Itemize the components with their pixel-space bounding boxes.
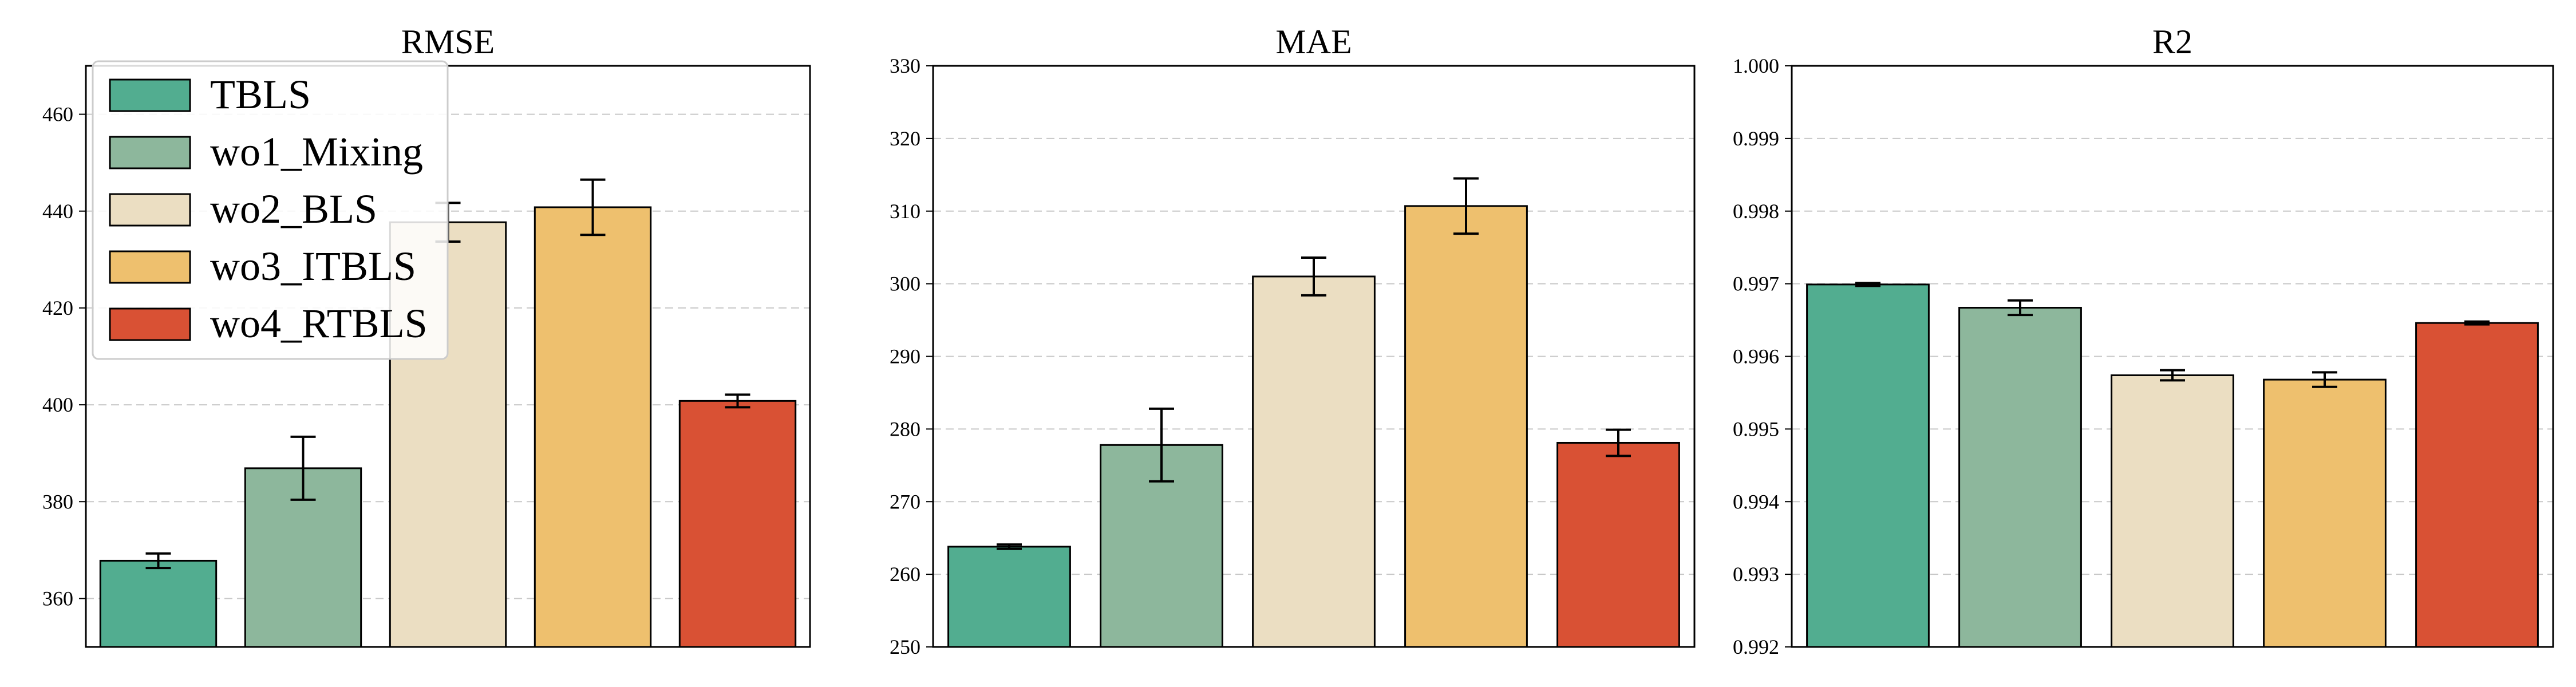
bar-wo1-mixing [1958,306,2082,648]
panel-mae: MAE 250 260 270 280 290 300 310 320 330 [890,23,1696,658]
bar-tbls [947,546,1071,648]
y-tick-label: 290 [890,345,920,368]
legend-swatch [109,307,191,341]
error-bar [725,393,750,409]
y-tick-label: 270 [890,490,920,513]
panel-r2: R2 0.992 0.993 0.994 0.995 0.996 0.997 0.998 0.9… [1733,23,2554,658]
error-bar [145,552,171,570]
bar-wo4-rtbls [1556,441,1680,648]
panel-title: R2 [2152,23,2192,61]
y-tick-label: 0.999 [1733,127,1779,150]
error-bar [2312,371,2337,388]
y-tick-label: 460 [42,103,73,126]
legend-swatch [109,78,191,112]
legend: TBLS wo1_Mixing wo2_BLS wo3_ITBLS wo4_RTBLS [92,60,449,360]
y-tick-label: 1.000 [1733,54,1779,77]
error-bar [2160,369,2185,382]
y-tick-label: 360 [42,587,73,610]
bar-tbls [1806,283,1930,648]
y-tick-label: 440 [42,200,73,223]
bar-wo2-bls [1252,275,1376,648]
legend-box [92,60,449,360]
bar-wo2-bls [2111,374,2234,648]
y-tick-label: 0.997 [1733,273,1779,295]
y-tick-label: 280 [890,417,920,440]
y-tick-label: 0.992 [1733,635,1779,658]
y-tick-label: 0.993 [1733,563,1779,586]
bar-wo4-rtbls [2415,322,2539,648]
y-tick-label: 300 [890,273,920,295]
y-tick-label: 0.996 [1733,345,1779,368]
error-bar [1453,177,1479,235]
error-bar [1606,428,1631,457]
y-tick-label: 330 [890,54,920,77]
legend-label: wo3_ITBLS [210,243,416,289]
bar-wo4-rtbls [678,400,797,648]
legend-swatch [109,136,191,169]
bar-wo3-itbls [2263,378,2387,648]
y-tick-label: 250 [890,635,920,658]
y-tick-label: 260 [890,563,920,586]
legend-label: wo4_RTBLS [210,301,428,346]
y-tick-label: 0.994 [1733,490,1779,513]
y-tick-label: 380 [42,490,73,513]
axes-frame [932,65,1696,648]
axes-frame [1791,65,2554,648]
y-tick-label: 400 [42,393,73,416]
error-bar [1855,282,1880,287]
legend-label: wo1_Mixing [210,129,423,175]
error-bar [1149,407,1174,483]
y-tick-label: 0.995 [1733,417,1779,440]
legend-label: wo2_BLS [210,186,377,232]
error-bar [2008,299,2033,317]
panel-title: MAE [1275,23,1352,61]
y-tick-label: 320 [890,127,920,150]
legend-swatch [109,250,191,284]
bar-wo3-itbls [1404,205,1528,648]
error-bar [2464,320,2490,326]
bar-wo3-itbls [534,206,652,648]
error-bar [290,435,316,501]
error-bar [580,178,606,236]
error-bar [997,543,1022,550]
legend-label: TBLS [210,72,311,117]
legend-swatch [109,193,191,227]
y-tick-label: 0.998 [1733,200,1779,223]
bar-tbls [99,559,218,648]
y-tick-label: 420 [42,297,73,319]
panel-title: RMSE [401,23,495,61]
y-tick-label: 310 [890,200,920,223]
error-bar [1301,256,1326,297]
